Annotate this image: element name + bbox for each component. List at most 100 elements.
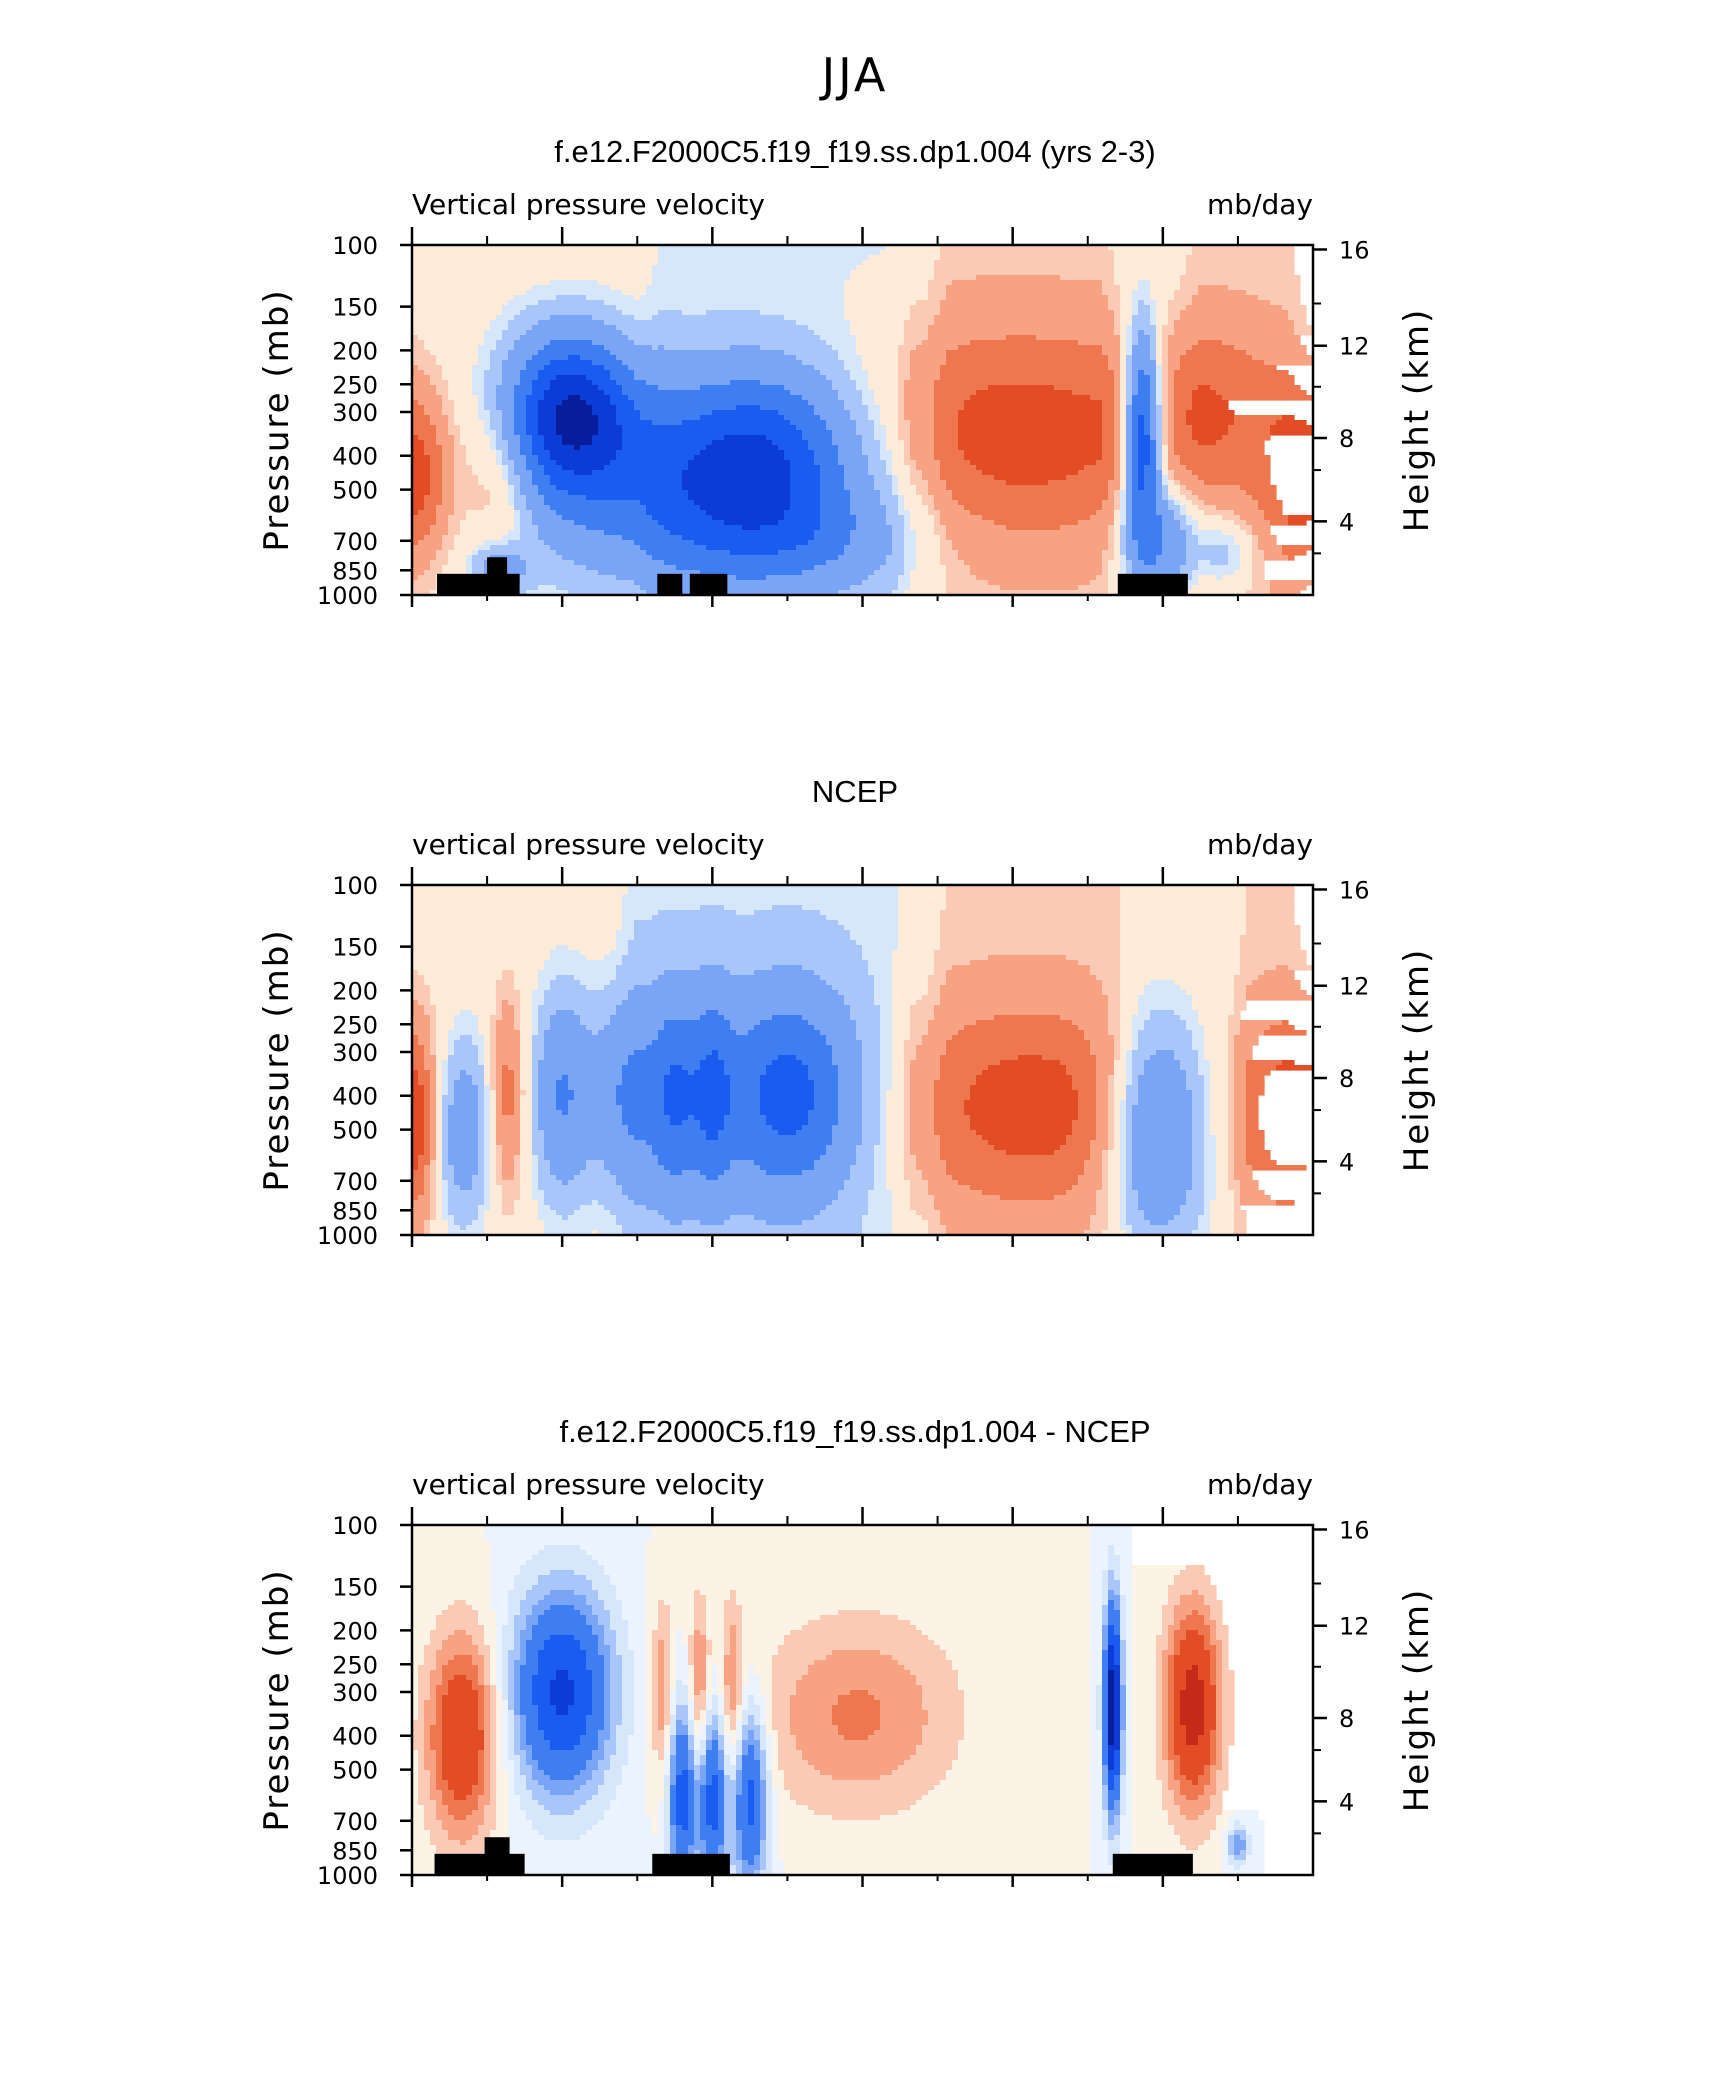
contour-cell — [436, 1140, 443, 1146]
contour-cell — [652, 1525, 1091, 1531]
contour-cell — [520, 1040, 533, 1046]
contour-cell — [934, 260, 1115, 266]
contour-cell — [1138, 485, 1145, 491]
contour-cell — [1042, 1055, 1097, 1061]
contour-cell — [1120, 985, 1145, 991]
contour-cell — [976, 1080, 1073, 1086]
contour-cell — [820, 470, 845, 476]
contour-cell — [532, 1100, 539, 1106]
contour-cell — [1120, 560, 1127, 566]
contour-cell — [592, 1605, 605, 1611]
contour-cell — [442, 570, 467, 576]
contour-cell — [1204, 1600, 1223, 1606]
contour-cell — [1210, 1675, 1217, 1681]
contour-cell — [970, 395, 1091, 401]
contour-cell — [562, 465, 605, 471]
contour-cell — [868, 415, 881, 421]
contour-cell — [1132, 1160, 1193, 1166]
contour-cell — [544, 1150, 653, 1156]
contour-cell — [1108, 1125, 1115, 1131]
contour-cell — [1120, 1135, 1127, 1141]
contour-cell — [1126, 1175, 1133, 1181]
contour-cell — [1210, 1095, 1229, 1101]
contour-cell — [424, 975, 503, 981]
contour-cell — [520, 310, 623, 316]
contour-cell — [940, 920, 1121, 926]
contour-cell — [778, 550, 845, 556]
contour-cell — [478, 1645, 491, 1651]
contour-cell — [538, 530, 605, 536]
contour-cell — [442, 1675, 455, 1681]
contour-cell — [1186, 535, 1199, 541]
contour-cell — [994, 1145, 1061, 1151]
contour-cell — [1132, 310, 1139, 316]
contour-cell — [880, 1125, 887, 1131]
contour-cell — [1216, 1190, 1235, 1196]
contour-cell — [1180, 365, 1277, 371]
contour-cell — [412, 1070, 419, 1076]
contour-cell — [538, 1065, 623, 1071]
contour-cell — [1210, 1605, 1223, 1611]
contour-cell — [862, 355, 899, 361]
contour-cell — [412, 1615, 437, 1621]
contour-cell — [514, 1080, 521, 1086]
contour-cell — [1240, 1025, 1271, 1031]
contour-cell — [868, 455, 881, 461]
contour-cell — [412, 450, 425, 456]
contour-cell — [586, 1665, 605, 1671]
contour-cell — [652, 1145, 827, 1151]
contour-cell — [694, 1600, 707, 1606]
contour-cell — [1120, 460, 1127, 466]
contour-cell — [1126, 1155, 1133, 1161]
contour-cell — [1126, 440, 1133, 446]
contour-cell — [592, 340, 635, 346]
y-tick-label: 500 — [332, 477, 378, 505]
contour-cell — [1246, 910, 1295, 916]
contour-cell — [1126, 1690, 1133, 1696]
contour-cell — [1156, 1635, 1169, 1641]
contour-cell — [1174, 1615, 1187, 1621]
contour-cell — [412, 300, 509, 306]
contour-cell — [1102, 1635, 1109, 1641]
contour-cell — [898, 430, 911, 436]
contour-cell — [838, 1695, 875, 1701]
contour-cell — [1234, 540, 1253, 546]
contour-cell — [1132, 1575, 1175, 1581]
contour-cell — [1108, 1020, 1121, 1026]
contour-cell — [1120, 375, 1127, 381]
contour-cell — [1234, 1005, 1247, 1011]
contour-cell — [880, 250, 941, 256]
contour-cell — [1216, 1180, 1229, 1186]
panel-svg: f.e12.F2000C5.f19_f19.ss.dp1.004 (yrs 2-… — [257, 134, 1437, 620]
contour-cell — [1108, 1180, 1121, 1186]
contour-cell — [478, 395, 485, 401]
contour-cell — [448, 385, 473, 391]
contour-cell — [1126, 1065, 1133, 1071]
contour-cell — [892, 1215, 923, 1221]
contour-cell — [418, 1665, 437, 1671]
contour-cell — [1126, 465, 1133, 471]
contour-cell — [616, 415, 641, 421]
contour-cell — [1132, 1165, 1193, 1171]
contour-cell — [502, 1660, 509, 1666]
contour-cell — [1228, 285, 1301, 291]
contour-cell — [1204, 1055, 1229, 1061]
contour-cell — [1096, 1065, 1115, 1071]
contour-cell — [838, 1110, 863, 1116]
contour-cell — [1144, 1025, 1187, 1031]
contour-cell — [448, 1120, 479, 1126]
contour-cell — [412, 385, 437, 391]
contour-cell — [604, 345, 653, 351]
contour-cell — [454, 1095, 479, 1101]
contour-cell — [1180, 485, 1187, 491]
contour-cell — [1204, 1620, 1217, 1626]
contour-cell — [1246, 1125, 1259, 1131]
contour-cell — [910, 1135, 941, 1141]
contour-cell — [1270, 585, 1307, 591]
contour-cell — [412, 1000, 419, 1006]
contour-cell — [904, 1040, 923, 1046]
contour-cell — [442, 465, 455, 471]
contour-cell — [940, 550, 959, 556]
contour-cell — [742, 1615, 821, 1621]
